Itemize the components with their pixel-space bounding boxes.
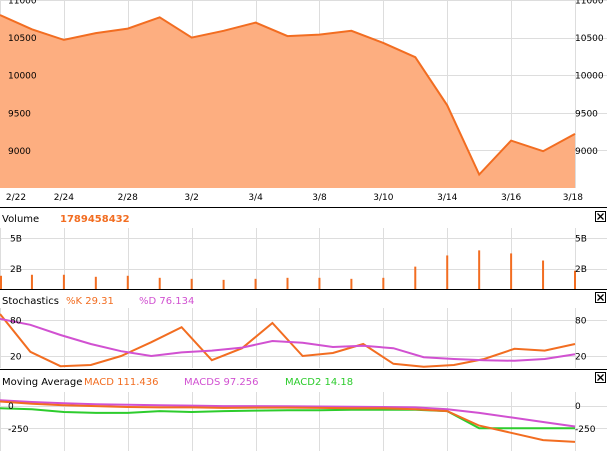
date-tick-label: 3/18: [563, 193, 583, 203]
date-tick-label: 3/16: [501, 193, 521, 203]
date-axis-background: [0, 188, 607, 208]
close-icon: [597, 213, 604, 220]
volume-bar: [62, 274, 65, 289]
stochastics-y-tick-label: 80: [575, 317, 587, 327]
volume-y-tick-label: 5B: [10, 235, 22, 245]
macd-line-macd2: [0, 407, 575, 430]
date-tick-label: 3/14: [437, 193, 457, 203]
stochastics-line-k: [0, 313, 576, 368]
volume-bar: [414, 266, 417, 289]
macd-y-axis-right: 0 -250: [575, 402, 596, 435]
volume-bar: [318, 277, 321, 289]
volume-label: Volume: [2, 214, 39, 225]
volume-close-button[interactable]: [595, 211, 606, 222]
volume-bar: [222, 279, 225, 289]
price-y-tick-label: 11000: [575, 0, 604, 7]
stochastics-y-tick-label: 20: [10, 353, 22, 363]
volume-y-tick-label: 2B: [10, 265, 22, 275]
date-tick-label: 2/22: [6, 193, 26, 203]
close-icon: [597, 294, 604, 301]
volume-y-axis-left: 2B 5B: [10, 235, 22, 275]
volume-header: [0, 208, 607, 226]
volume-bar: [350, 278, 353, 289]
price-line: [0, 14, 576, 177]
price-y-tick-label: 9500: [575, 109, 598, 119]
volume-bar: [190, 278, 193, 289]
volume-bar: [94, 276, 97, 289]
volume-value: 1789458432: [60, 214, 130, 225]
stochastics-close-button[interactable]: [595, 292, 606, 303]
date-tick-label: 2/28: [118, 193, 138, 203]
price-y-axis-right: 9000 9500 10000 10500 11000: [575, 0, 604, 157]
volume-grid: [0, 228, 607, 289]
macd-line-macds: [0, 399, 576, 428]
price-y-tick-label: 10500: [8, 34, 37, 44]
volume-panel: Volume 1789458432 2B 5B 2B 5B: [0, 208, 607, 290]
macd-lines: [0, 399, 576, 443]
volume-bars: [0, 250, 576, 289]
volume-y-tick-label: 5B: [575, 235, 587, 245]
price-area-fill: [0, 15, 575, 188]
macd-y-tick-label: -250: [575, 425, 596, 435]
volume-y-tick-label: 2B: [575, 265, 587, 275]
price-y-axis-left: 9000 9500 10000 10500 11000: [8, 0, 37, 157]
macd-y-axis-left: 0 -250: [8, 402, 29, 435]
macd-close-button[interactable]: [595, 372, 606, 383]
volume-bar: [542, 260, 545, 289]
stochastics-y-tick-label: 80: [10, 317, 22, 327]
macd-line-macd: [0, 400, 576, 443]
macds-value: MACDS 97.256: [184, 377, 259, 388]
date-axis-labels: 2/22 2/24 2/28 3/2 3/4 3/8 3/10 3/14 3/16 3/18: [6, 193, 583, 203]
stochastics-y-tick-label: 20: [575, 353, 587, 363]
macd-y-tick-label: -250: [8, 425, 29, 435]
volume-bar: [0, 275, 2, 289]
date-tick-label: 3/4: [248, 193, 263, 203]
price-y-tick-label: 9000: [575, 147, 598, 157]
price-y-tick-label: 10500: [575, 34, 604, 44]
volume-y-axis-right: 2B 5B: [575, 235, 587, 275]
stochastics-line-d: [0, 317, 576, 362]
macd-panel: Moving Average MACD 111.436 MACDS 97.256…: [0, 372, 607, 451]
date-tick-label: 3/2: [184, 193, 198, 203]
price-y-tick-label: 9000: [8, 147, 31, 157]
macd-value: MACD 111.436: [84, 377, 159, 388]
volume-bar: [446, 255, 449, 289]
volume-bar: [254, 278, 257, 289]
stochastics-d-value: %D 76.134: [139, 296, 194, 307]
date-axis: 2/22 2/24 2/28 3/2 3/4 3/8 3/10 3/14 3/16 3/18: [0, 188, 607, 208]
price-y-tick-label: 9500: [8, 109, 31, 119]
price-y-tick-label: 10000: [8, 72, 37, 82]
stochastics-grid: [0, 308, 607, 368]
stochastics-label: Stochastics: [2, 296, 59, 307]
macd-y-tick-label: 0: [575, 402, 581, 412]
volume-bar: [286, 277, 289, 289]
price-y-tick-label: 10000: [575, 72, 604, 82]
volume-bar: [30, 274, 33, 289]
price-y-tick-label: 11000: [8, 0, 37, 7]
date-tick-label: 2/24: [54, 193, 74, 203]
stochastics-lines: [0, 313, 576, 368]
volume-bar: [126, 275, 129, 289]
volume-bar: [510, 253, 513, 289]
macd-panel-label: Moving Average: [2, 377, 82, 388]
date-tick-label: 3/8: [312, 193, 327, 203]
macd2-value: MACD2 14.18: [285, 377, 353, 388]
volume-bar: [382, 277, 385, 289]
macd-grid: [0, 392, 607, 451]
close-icon: [597, 374, 604, 381]
date-tick-label: 3/10: [373, 193, 393, 203]
price-panel: 9000 9500 10000 10500 11000 9000 9500 10000 105…: [0, 0, 607, 188]
macd-y-tick-label: 0: [8, 402, 14, 412]
stochastics-k-value: %K 29.31: [66, 296, 114, 307]
volume-bar: [478, 250, 481, 289]
volume-bar: [158, 277, 161, 289]
volume-bar: [574, 270, 576, 289]
